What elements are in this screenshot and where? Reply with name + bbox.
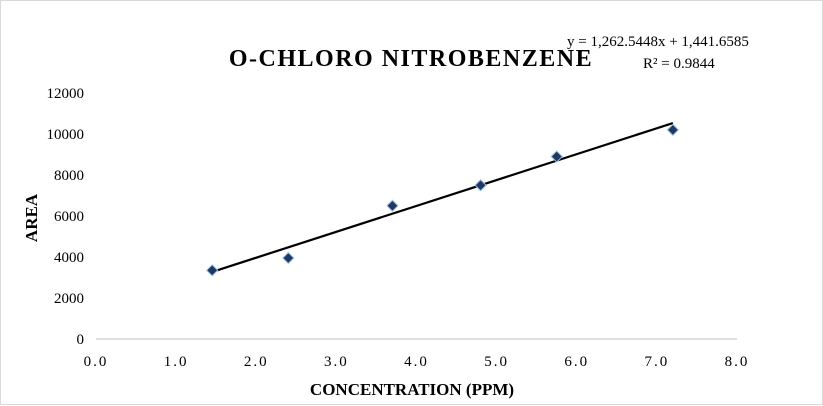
y-tick-label: 4000 xyxy=(54,250,84,266)
y-axis-label: AREA xyxy=(22,193,41,242)
x-tick-label: 6.0 xyxy=(564,354,589,370)
data-point xyxy=(282,251,295,265)
chart-title: O-CHLORO NITROBENZENE xyxy=(229,46,593,72)
y-tick-label: 10000 xyxy=(47,127,85,143)
trendline-equation: y = 1,262.5448x + 1,441.6585 xyxy=(567,34,749,50)
y-tick-label: 6000 xyxy=(54,209,84,225)
data-point xyxy=(474,179,487,192)
x-tick-label: 0.0 xyxy=(84,354,109,370)
y-tick-label: 2000 xyxy=(54,291,84,307)
x-tick-label: 7.0 xyxy=(645,354,670,370)
x-tick-label: 5.0 xyxy=(484,354,509,370)
data-point xyxy=(666,123,680,137)
y-tick-label: 12000 xyxy=(47,86,85,102)
x-tick-label: 2.0 xyxy=(244,354,269,370)
data-point xyxy=(386,199,399,212)
x-tick-label: 1.0 xyxy=(164,354,189,370)
x-tick-label: 8.0 xyxy=(725,354,750,370)
data-point xyxy=(550,150,563,163)
y-tick-label: 0 xyxy=(77,332,85,348)
x-axis-label: CONCENTRATION (PPM) xyxy=(310,380,514,399)
x-tick-label: 4.0 xyxy=(404,354,429,370)
data-points-group xyxy=(205,123,680,277)
r-squared-label: R² = 0.9844 xyxy=(643,56,715,72)
data-point xyxy=(205,264,219,277)
trendline-group xyxy=(211,122,674,273)
trendline xyxy=(211,122,674,273)
axes-group: 0 2000 4000 6000 8000 10000 12000 0.0 1.0 2.0 3.0 4… xyxy=(47,86,750,370)
x-tick-label: 3.0 xyxy=(324,354,349,370)
y-tick-label: 8000 xyxy=(54,168,84,184)
